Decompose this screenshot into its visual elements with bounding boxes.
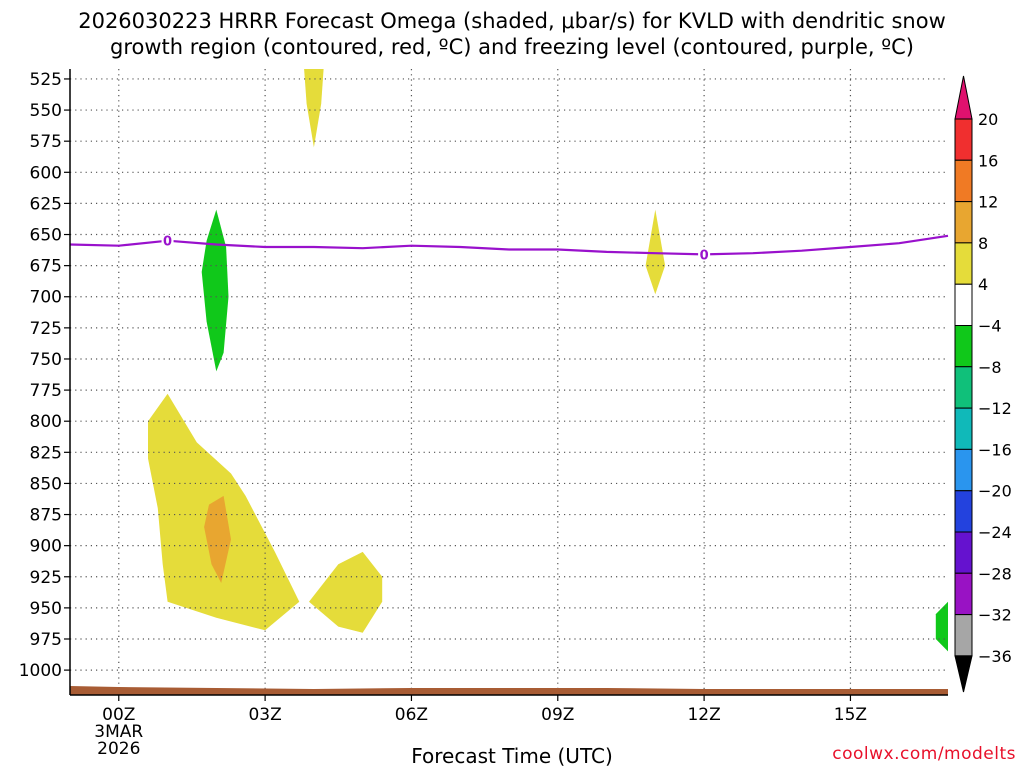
omega-region-1: [304, 69, 324, 148]
colorbar-segment-14: [954, 614, 973, 657]
omega-region-7: [935, 601, 948, 652]
x-tick-label-15Z: 15Z: [834, 705, 867, 725]
y-tick-label-850: 850: [30, 474, 62, 494]
colorbar-label-2: 16: [978, 151, 998, 170]
y-tick-label-975: 975: [30, 630, 62, 650]
colorbar-label-7: −8: [978, 358, 1002, 377]
omega-region-2: [201, 209, 229, 372]
y-tick-label-1000: 1000: [19, 661, 62, 681]
y-tick-label-700: 700: [30, 288, 62, 308]
x-tick-label-00Z: 00Z: [102, 705, 135, 725]
y-tick-label-925: 925: [30, 568, 62, 588]
omega-shaded-regions: [148, 69, 948, 652]
terrain-layer: [70, 686, 948, 695]
y-tick-label-525: 525: [30, 70, 62, 90]
axes: 525 550 575 600 625 650 675 700 725 750 775 800 825 8…: [19, 69, 948, 759]
colorbar-label-9: −16: [978, 440, 1012, 459]
chart-title: 2026030223 HRRR Forecast Omega (shaded, …: [0, 8, 1024, 60]
x-date-label-1: 3MAR: [94, 722, 143, 742]
colorbar-label-3: 12: [978, 193, 998, 212]
terrain-band: [70, 686, 948, 695]
x-tick-label-09Z: 09Z: [541, 705, 574, 725]
colorbar-label-4: 8: [978, 234, 988, 253]
grid-lines: [70, 69, 948, 695]
colorbar-label-11: −24: [978, 523, 1012, 542]
credit-text: coolwx.com/modelts: [832, 744, 1016, 764]
colorbar-label-1: 20: [978, 110, 998, 129]
omega-region-5: [204, 495, 231, 583]
omega-region-6: [309, 551, 383, 633]
freezing-level-label-2: 0: [700, 248, 709, 263]
y-tick-label-800: 800: [30, 412, 62, 432]
colorbar-segment-3: [954, 159, 973, 203]
colorbar-segment-11: [954, 490, 973, 533]
y-tick-label-600: 600: [30, 163, 62, 183]
colorbar-segment-9: [954, 407, 973, 450]
colorbar-label-12: −28: [978, 564, 1012, 583]
colorbar-segment-15: [954, 655, 973, 693]
freezing-level-label-1: 0: [163, 235, 172, 250]
colorbar-segment-8: [954, 366, 973, 409]
y-tick-label-625: 625: [30, 194, 62, 214]
colorbar-segment-12: [954, 531, 973, 574]
colorbar-label-6: −4: [978, 317, 1002, 336]
y-tick-label-725: 725: [30, 319, 62, 339]
colorbar-segment-10: [954, 448, 973, 492]
y-tick-label-775: 775: [30, 381, 62, 401]
y-tick-label-550: 550: [30, 101, 62, 121]
colorbar-label-10: −20: [978, 482, 1012, 501]
chart-title-line-1: 2026030223 HRRR Forecast Omega (shaded, …: [78, 9, 946, 33]
chart-title-line-2: growth region (contoured, red, ºC) and f…: [110, 35, 914, 59]
y-tick-label-825: 825: [30, 443, 62, 463]
y-tick-label-650: 650: [30, 226, 62, 246]
colorbar-segment-5: [954, 242, 973, 285]
colorbar-label-5: 4: [978, 275, 988, 294]
y-tick-label-950: 950: [30, 599, 62, 619]
colorbar-label-13: −32: [978, 606, 1012, 625]
y-tick-label-900: 900: [30, 537, 62, 557]
colorbar-label-14: −36: [978, 647, 1012, 666]
omega-region-3: [645, 209, 666, 295]
colorbar: 20 16 12 8 4 −4 −8 −12 −16 −20 −24 −28 −32 −36: [954, 75, 1012, 693]
colorbar-segment-4: [954, 201, 973, 244]
colorbar-segment-7: [954, 325, 973, 368]
x-tick-label-12Z: 12Z: [687, 705, 720, 725]
y-tick-label-750: 750: [30, 350, 62, 370]
x-tick-label-06Z: 06Z: [395, 705, 428, 725]
colorbar-segment-6: [954, 283, 973, 326]
y-tick-label-675: 675: [30, 257, 62, 277]
freezing-label-bg-2: [698, 248, 711, 261]
x-date-label-2: 2026: [97, 739, 140, 759]
freezing-label-bg-1: [161, 234, 174, 247]
colorbar-segment-2: [954, 118, 973, 161]
y-tick-label-575: 575: [30, 132, 62, 152]
colorbar-segment-13: [954, 572, 973, 616]
freezing-level-line: [69, 234, 949, 256]
x-tick-label-03Z: 03Z: [248, 705, 281, 725]
y-tick-label-875: 875: [30, 506, 62, 526]
freezing-level-contour: 00: [69, 234, 949, 263]
colorbar-segment-1: [954, 75, 973, 120]
x-axis-title: Forecast Time (UTC): [411, 744, 613, 768]
colorbar-label-8: −12: [978, 399, 1012, 418]
